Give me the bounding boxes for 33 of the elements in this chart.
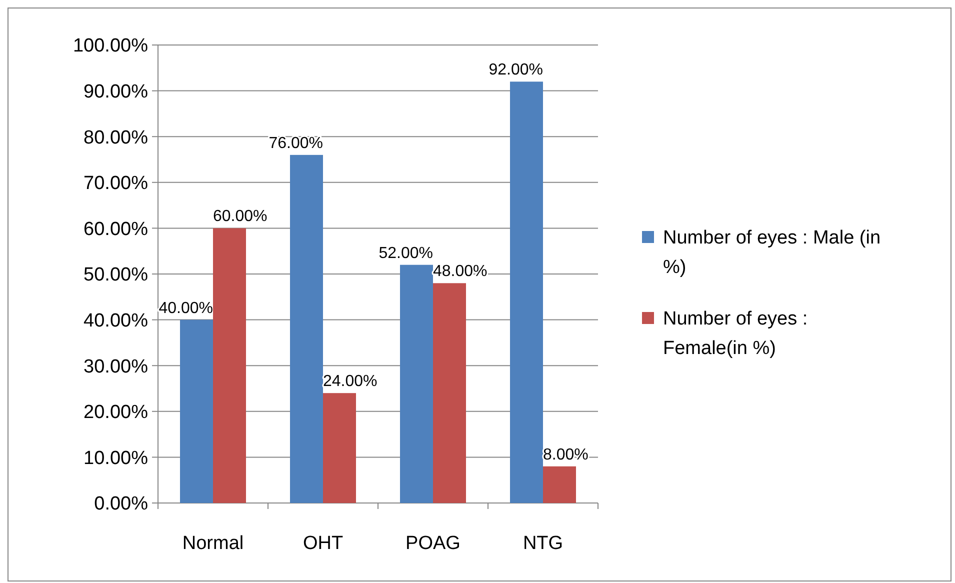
bar [510, 82, 543, 503]
bar [290, 154, 323, 503]
data-label: 8.00% [543, 446, 588, 464]
bar [433, 283, 466, 503]
y-tick-label: 40.00% [84, 310, 148, 332]
bar [323, 393, 356, 503]
legend-label: Number of eyes : Female(in %) [663, 308, 808, 360]
data-label: 76.00% [268, 134, 323, 152]
bar [400, 264, 433, 503]
bar [180, 320, 213, 503]
y-tick-label: 100.00% [72, 36, 148, 57]
y-tick-label: 20.00% [84, 402, 148, 424]
y-tick-label: 60.00% [84, 218, 148, 240]
data-label: 92.00% [488, 62, 543, 79]
y-tick-label: 80.00% [84, 127, 148, 148]
y-tick-label: 50.00% [84, 264, 148, 286]
y-tick-label: 0.00% [94, 494, 148, 515]
data-label: 48.00% [433, 263, 488, 280]
y-tick-label: 70.00% [84, 173, 148, 194]
x-tick-label: Normal [182, 533, 244, 554]
x-tick-label: POAG [406, 533, 460, 554]
legend-label: Number of eyes : Male (in %) [663, 228, 881, 278]
x-tick-label: NTG [522, 533, 564, 554]
y-tick-label: 90.00% [84, 81, 148, 102]
data-label: 24.00% [323, 373, 378, 390]
x-tick-label: OHT [302, 533, 344, 554]
data-label: 52.00% [378, 244, 433, 262]
y-tick-label: 10.00% [84, 448, 148, 469]
bar [543, 466, 576, 503]
data-label: 60.00% [213, 208, 268, 226]
y-tick-label: 30.00% [84, 356, 148, 378]
bar [213, 228, 246, 503]
data-label: 40.00% [158, 300, 213, 317]
